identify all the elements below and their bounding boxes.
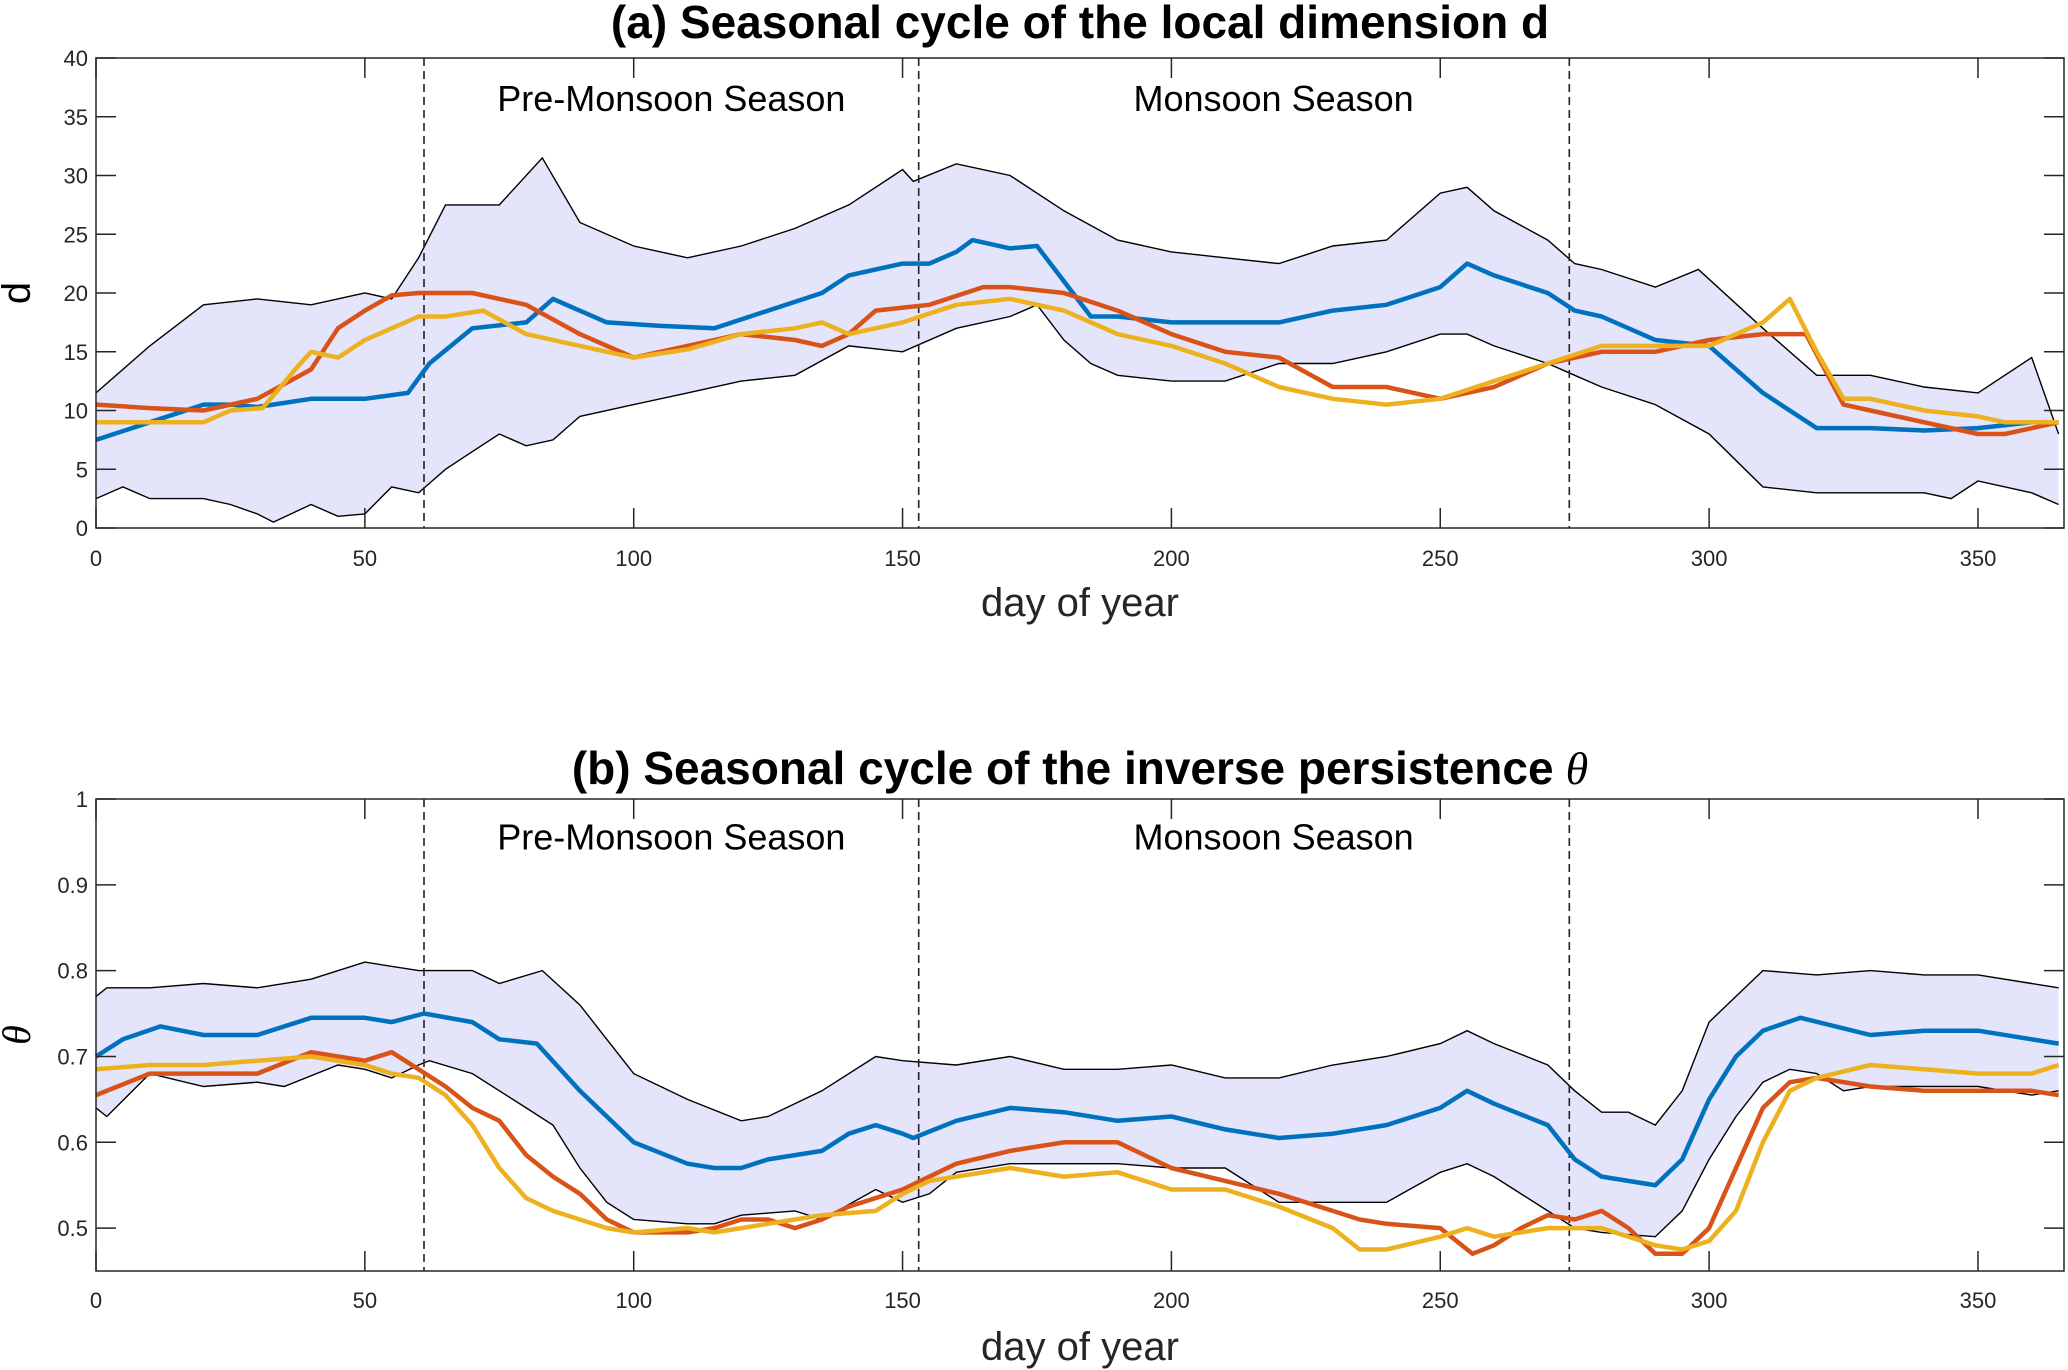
x-tick-label: 100 [615,1288,652,1313]
y-tick-label: 0.5 [57,1216,88,1241]
y-tick-label: 0.6 [57,1130,88,1155]
y-tick-label: 10 [64,399,88,424]
x-tick-label: 200 [1153,1288,1190,1313]
season-label: Monsoon Season [1133,817,1413,858]
x-tick-label: 100 [615,546,652,571]
x-tick-label: 350 [1960,546,1997,571]
season-label: Monsoon Season [1133,78,1413,119]
x-tick-label: 50 [353,546,377,571]
series-line-red [95,284,2060,437]
y-tick-label: 0.8 [57,959,88,984]
x-tick-label: 150 [884,546,921,571]
band-upper-line [95,961,2059,1126]
chart-title: (b) Seasonal cycle of the inverse persis… [572,742,1588,794]
x-axis-label: day of year [981,1325,1179,1369]
x-tick-label: 0 [90,1288,102,1313]
series-line-blue [94,1011,2059,1188]
y-tick-label: 25 [64,222,88,247]
y-tick-label: 0 [76,516,88,541]
x-tick-label: 0 [90,546,102,571]
y-tick-label: 40 [64,46,88,71]
axes-box [95,798,2065,1272]
x-tick-label: 150 [884,1288,921,1313]
x-tick-label: 200 [1153,546,1190,571]
series-line-red [95,1049,2059,1257]
y-tick-label: 5 [76,457,88,482]
y-tick-label: 1 [76,787,88,812]
y-tick-label: 30 [64,164,88,189]
panel-b: 0 50 100 150 200 250 300 350 0.5 0.6 0.7 0.8 0.9 1 Pre… [0,742,2065,1369]
chart-title: (a) Seasonal cycle of the local dimensio… [611,0,1549,48]
spread-band [96,962,2059,1237]
chart-title-symbol: θ [1566,743,1589,794]
y-tick-label: 0.7 [57,1044,88,1069]
x-tick-label: 350 [1960,1288,1997,1313]
season-label: Pre-Monsoon Season [497,817,845,858]
x-tick-label: 300 [1691,1288,1728,1313]
x-tick-label: 300 [1691,546,1728,571]
x-tick-label: 250 [1422,1288,1459,1313]
y-axis-label: θ [0,1025,39,1045]
series-line-yellow [96,296,2059,425]
y-axis-label: d [0,282,39,304]
y-tick-label: 15 [64,340,88,365]
x-tick-label: 50 [353,1288,377,1313]
y-tick-label: 0.9 [57,873,88,898]
x-axis-label: day of year [981,581,1179,625]
season-label: Pre-Monsoon Season [497,78,845,119]
panel-a: 0 50 100 150 200 250 300 350 0 5 10 15 20 25 30 35 40 Pre… [0,0,2065,625]
band-lower-line [95,1059,2059,1238]
band-lower-line [95,303,2059,523]
chart-title-text: (a) Seasonal cycle of the local dimensio… [611,0,1549,48]
series-line-blue [95,237,2059,443]
chart-title-text: (b) Seasonal cycle of the inverse persis… [572,742,1554,794]
y-tick-label: 35 [64,105,88,130]
y-tick-label: 20 [64,281,88,306]
spread-band [96,157,2059,523]
band-upper-line [95,156,2060,435]
series-line-yellow [95,1054,2060,1252]
x-tick-label: 250 [1422,546,1459,571]
